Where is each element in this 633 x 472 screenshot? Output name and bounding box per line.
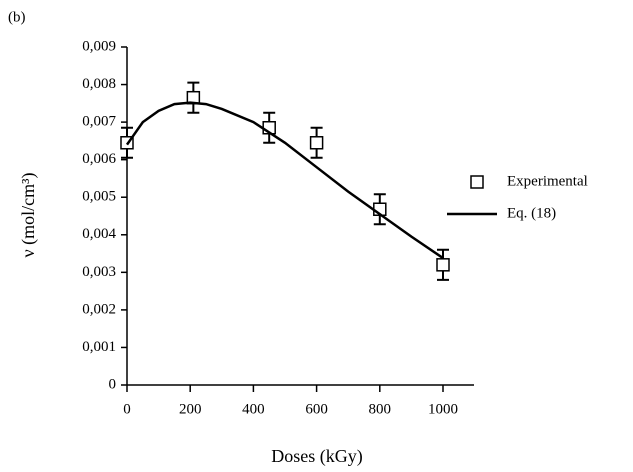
y-tick-label: 0,001 [82, 339, 116, 355]
x-tick-label: 400 [242, 401, 265, 417]
y-axis-label: ν (mol/cm³) [18, 172, 39, 257]
x-tick-label: 800 [369, 401, 392, 417]
y-tick-label: 0,007 [82, 114, 116, 130]
legend-label: Eq. (18) [507, 205, 556, 221]
y-tick-label: 0,003 [82, 264, 116, 280]
y-tick-label: 0 [109, 376, 117, 392]
x-tick-label: 1000 [428, 401, 458, 417]
x-tick-label: 600 [305, 401, 328, 417]
fit-line [125, 101, 444, 260]
data-point [309, 136, 324, 150]
y-tick-label: 0,005 [82, 189, 116, 205]
x-axis-label: Doses (kGy) [271, 446, 363, 467]
y-tick-label: 0,008 [82, 76, 116, 92]
y-tick-label: 0,006 [82, 151, 116, 167]
data-point [436, 258, 450, 272]
y-tick-label: 0,002 [82, 301, 116, 317]
legend-marker [470, 175, 484, 189]
y-tick-label: 0,004 [82, 226, 116, 242]
x-tick-label: 0 [123, 401, 131, 417]
x-tick-label: 200 [179, 401, 202, 417]
y-tick-label: 0,009 [82, 38, 116, 54]
legend-label: Experimental [507, 173, 588, 189]
panel-label: (b) [8, 9, 26, 25]
